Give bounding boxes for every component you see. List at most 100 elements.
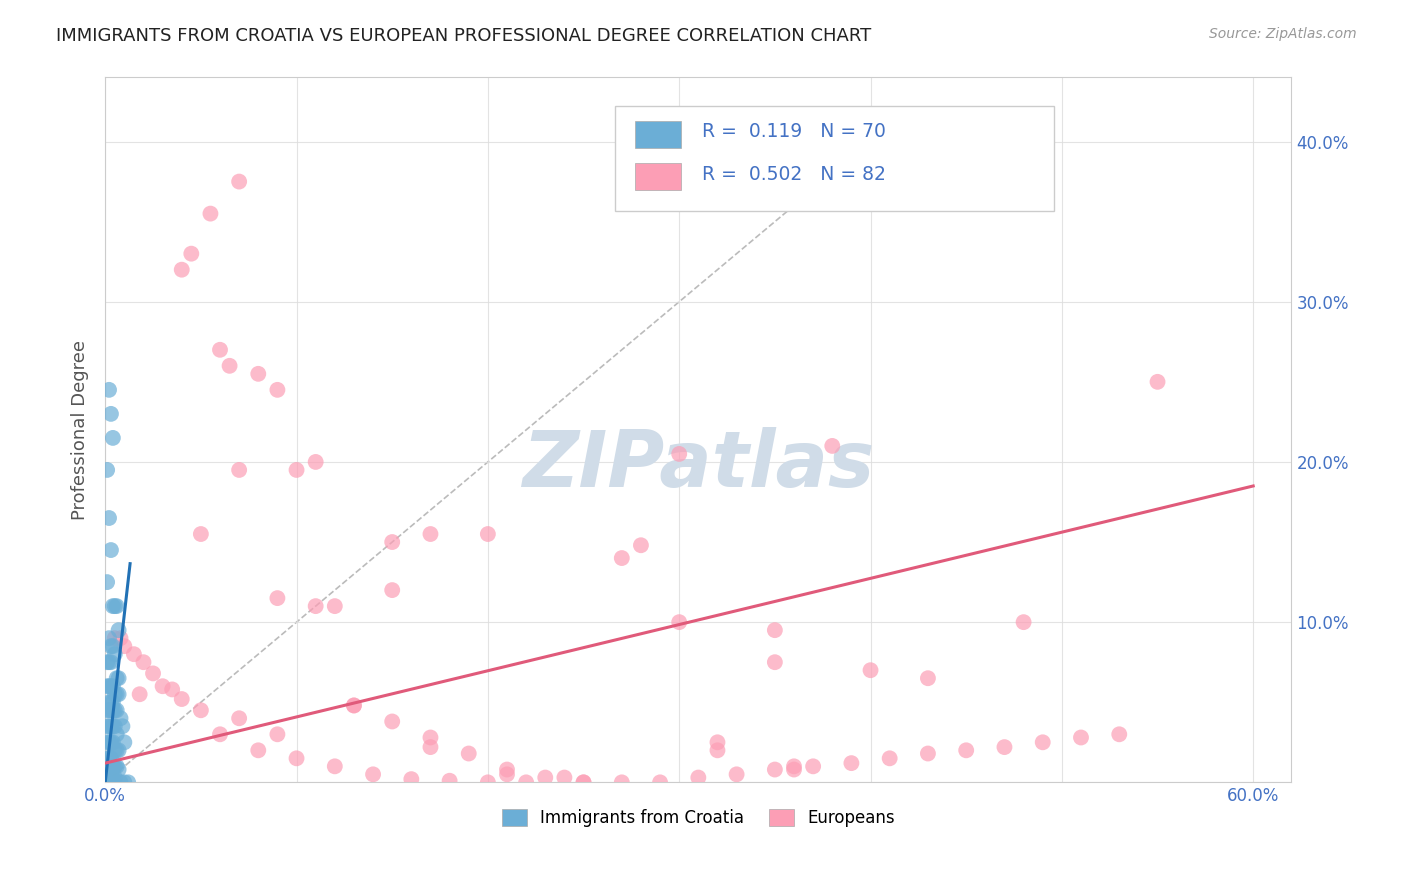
Point [117, 775, 139, 789]
Point [266, 383, 288, 397]
Point [101, 771, 124, 785]
Point [725, 767, 748, 781]
Point [401, 772, 423, 786]
FancyBboxPatch shape [616, 105, 1054, 211]
Point [305, 455, 328, 469]
Point [110, 711, 132, 725]
Point [98, 383, 121, 397]
Point [100, 655, 122, 669]
Point [1108, 727, 1130, 741]
Text: ZIPatlas: ZIPatlas [522, 427, 875, 503]
Point [190, 703, 212, 717]
Point [101, 639, 124, 653]
Point [419, 731, 441, 745]
Point [100, 639, 122, 653]
Point [98, 631, 121, 645]
Point [917, 747, 939, 761]
Point [1146, 375, 1168, 389]
Text: Source: ZipAtlas.com: Source: ZipAtlas.com [1209, 27, 1357, 41]
Point [98, 695, 121, 709]
Point [228, 175, 250, 189]
Point [96, 655, 118, 669]
Point [96, 775, 118, 789]
Point [247, 743, 270, 757]
Point [104, 687, 127, 701]
Point [104, 647, 127, 661]
Point [105, 687, 128, 701]
Point [100, 543, 122, 558]
Point [101, 759, 124, 773]
Point [96, 735, 118, 749]
Point [783, 763, 806, 777]
Legend: Immigrants from Croatia, Europeans: Immigrants from Croatia, Europeans [495, 803, 901, 834]
Point [419, 740, 441, 755]
Bar [636, 163, 681, 190]
Point [105, 599, 128, 614]
Point [101, 431, 124, 445]
Point [1012, 615, 1035, 629]
Point [228, 463, 250, 477]
Point [439, 773, 461, 788]
Point [993, 740, 1015, 755]
Point [100, 751, 122, 765]
Point [285, 751, 308, 765]
Point [98, 767, 121, 781]
Point [515, 775, 537, 789]
Point [96, 703, 118, 717]
Point [107, 623, 129, 637]
Point [218, 359, 240, 373]
Point [101, 703, 124, 717]
Point [105, 743, 128, 757]
Point [110, 775, 132, 789]
Point [841, 756, 863, 771]
Point [107, 763, 129, 777]
Point [228, 711, 250, 725]
Point [96, 575, 118, 590]
Point [170, 692, 193, 706]
Point [305, 599, 328, 614]
Point [1070, 731, 1092, 745]
Point [98, 679, 121, 693]
Point [343, 698, 366, 713]
Point [152, 679, 174, 693]
Point [100, 775, 122, 789]
Point [105, 759, 128, 773]
Point [323, 599, 346, 614]
Point [496, 767, 519, 781]
Point [96, 679, 118, 693]
Y-axis label: Professional Degree: Professional Degree [72, 340, 89, 520]
Point [104, 759, 127, 773]
Point [763, 623, 786, 637]
Point [100, 735, 122, 749]
Point [457, 747, 479, 761]
Point [100, 767, 122, 781]
Point [208, 727, 231, 741]
Point [100, 695, 122, 709]
Point [323, 759, 346, 773]
Point [100, 679, 122, 693]
Text: R =  0.119   N = 70: R = 0.119 N = 70 [702, 122, 886, 141]
Text: IMMIGRANTS FROM CROATIA VS EUROPEAN PROFESSIONAL DEGREE CORRELATION CHART: IMMIGRANTS FROM CROATIA VS EUROPEAN PROF… [56, 27, 872, 45]
Point [110, 631, 132, 645]
Point [105, 727, 128, 741]
Point [96, 767, 118, 781]
Point [104, 703, 127, 717]
Point [98, 511, 121, 525]
Point [104, 719, 127, 733]
Point [706, 735, 728, 749]
Point [104, 771, 127, 785]
Point [496, 763, 519, 777]
Point [105, 671, 128, 685]
Point [572, 775, 595, 789]
Point [553, 771, 575, 785]
Point [477, 775, 499, 789]
Point [706, 743, 728, 757]
Point [688, 771, 710, 785]
Point [101, 719, 124, 733]
Point [96, 751, 118, 765]
Point [111, 719, 134, 733]
Point [648, 775, 671, 789]
Point [107, 671, 129, 685]
Point [630, 538, 652, 552]
Point [112, 639, 135, 653]
